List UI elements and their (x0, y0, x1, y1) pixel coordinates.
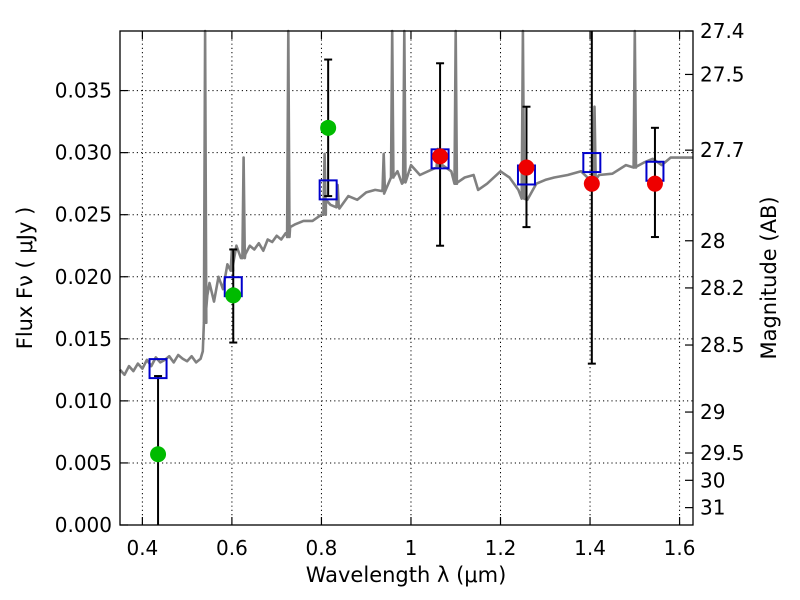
y2-tick-label: 29 (700, 400, 725, 424)
y-tick-label: 0.020 (55, 265, 112, 289)
red-point (432, 148, 449, 165)
red-point (583, 175, 600, 192)
point-layer (150, 119, 663, 463)
x-tick-label: 1 (405, 536, 418, 560)
y2-tick-label: 31 (700, 496, 725, 520)
x-tick-label: 1.2 (485, 536, 517, 560)
green-point (225, 287, 242, 304)
x-tick-label: 1.6 (664, 536, 696, 560)
grid (120, 31, 693, 525)
y-axis: 0.000 0.005 0.010 0.015 0.020 0.025 0.030 0.035 (55, 79, 128, 537)
model-square (582, 152, 602, 174)
model-square (148, 358, 168, 380)
green-point (150, 446, 167, 463)
model-square (318, 179, 338, 201)
x-axis: 0.4 0.6 0.8 1 1.2 1.4 1.6 (126, 31, 695, 560)
y2-tick-label: 27.7 (700, 138, 745, 162)
y2-tick-label: 27.4 (700, 19, 745, 43)
y2-axis: 27.4 27.5 27.7 28 28.2 28.5 29 29.5 30 31 (685, 19, 745, 520)
y-tick-label: 0.005 (55, 451, 112, 475)
y2-tick-label: 27.5 (700, 62, 745, 86)
y2-tick-label: 29.5 (700, 441, 745, 465)
y2-tick-label: 28.2 (700, 276, 745, 300)
y-tick-label: 0.035 (55, 79, 112, 103)
y-tick-label: 0.030 (55, 141, 112, 165)
red-point (518, 159, 535, 176)
y-tick-label: 0.000 (55, 513, 112, 537)
y2-tick-label: 28.5 (700, 333, 745, 357)
y2-tick-label: 28 (700, 229, 725, 253)
y-axis-label: Flux Fν ( μJy ) (13, 207, 37, 350)
y2-axis-label: Magnitude (AB) (757, 196, 781, 359)
y-tick-label: 0.010 (55, 389, 112, 413)
x-tick-label: 0.6 (216, 536, 248, 560)
y-tick-label: 0.015 (55, 327, 112, 351)
y2-tick-label: 30 (700, 468, 725, 492)
x-tick-label: 1.4 (574, 536, 606, 560)
plot-frame (119, 30, 694, 526)
x-tick-label: 0.4 (126, 536, 158, 560)
red-point (646, 175, 663, 192)
x-axis-label: Wavelength λ (μm) (306, 563, 507, 587)
y-tick-label: 0.025 (55, 203, 112, 227)
green-point (320, 119, 337, 136)
x-tick-label: 0.8 (306, 536, 338, 560)
